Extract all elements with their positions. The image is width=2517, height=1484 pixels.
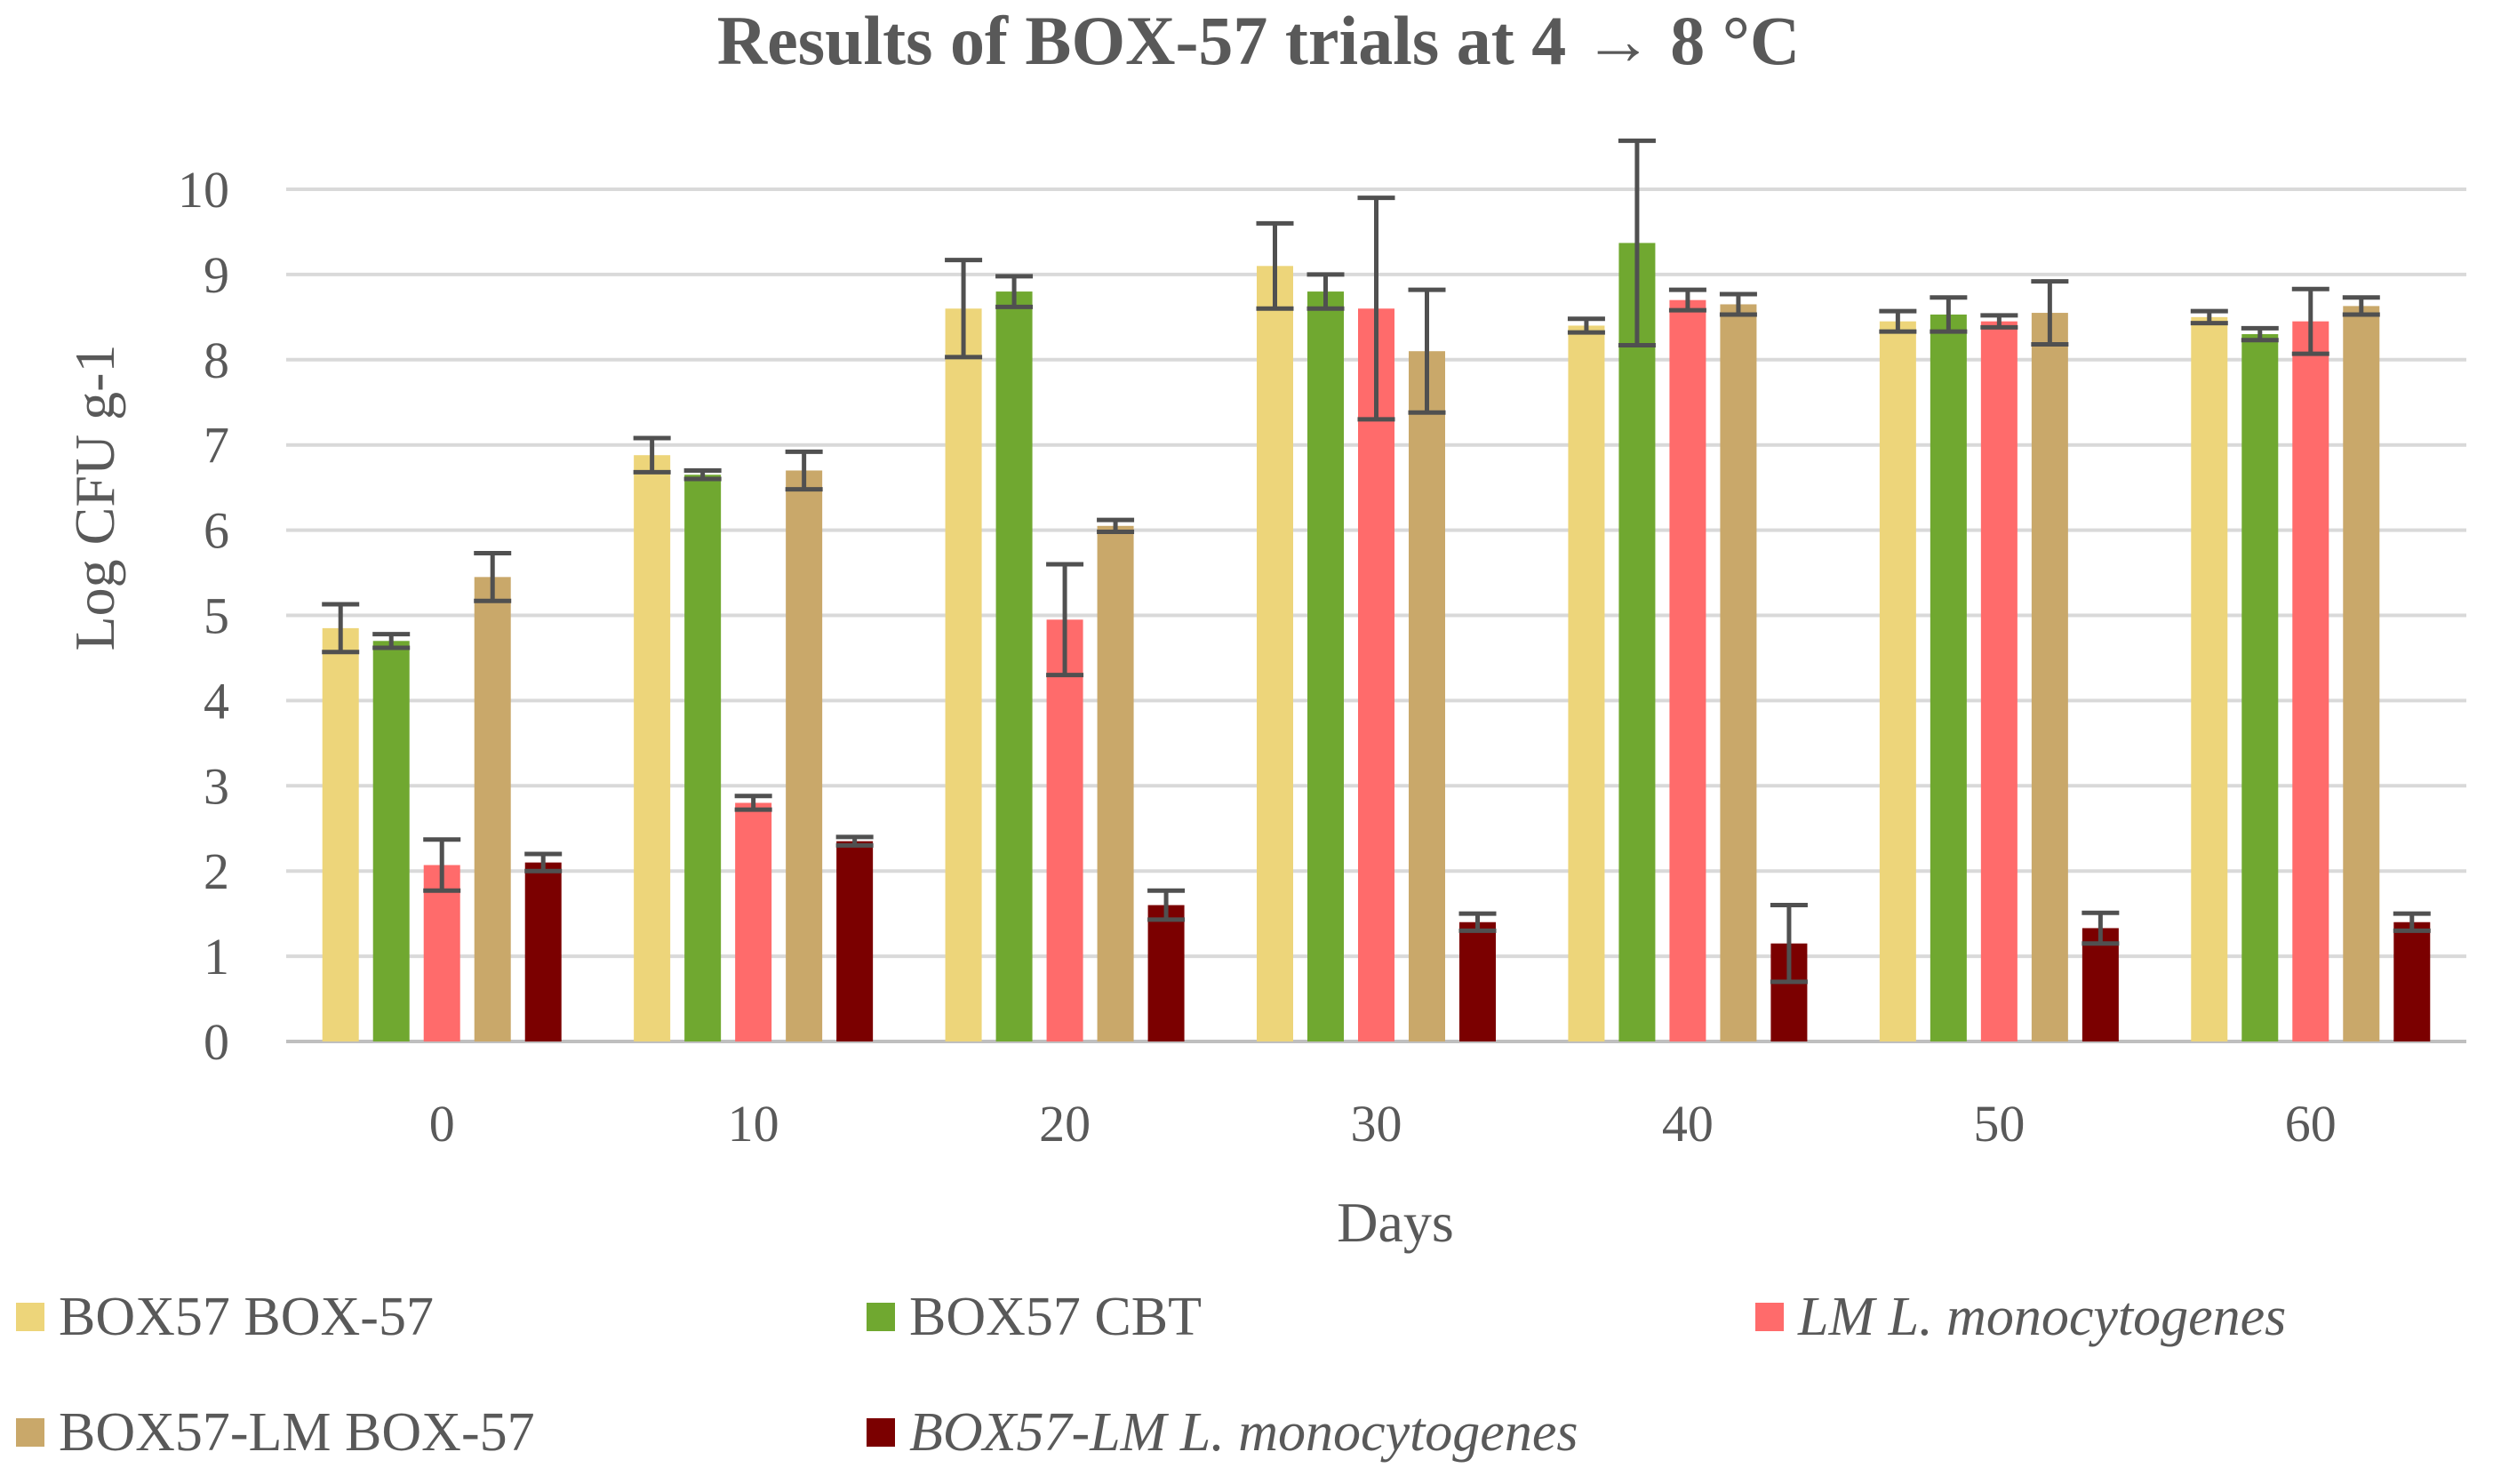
bar bbox=[1147, 905, 1185, 1041]
x-axis-label: Days bbox=[1337, 1191, 1454, 1254]
x-tick-label: 60 bbox=[2285, 1095, 2337, 1153]
legend-item: BOX57-LM BOX-57 bbox=[16, 1402, 535, 1463]
bar bbox=[1980, 321, 2018, 1041]
bar bbox=[524, 862, 562, 1041]
bar bbox=[684, 475, 722, 1041]
y-tick-label: 6 bbox=[204, 502, 229, 560]
y-tick-label: 9 bbox=[204, 246, 229, 304]
legend-label: BOX57 CBT bbox=[909, 1287, 1202, 1347]
legend: BOX57 BOX-57 BOX57 CBT LM L. monocytogenes… bbox=[16, 1287, 2286, 1463]
x-axis-ticks: 0 10 20 30 40 50 60 bbox=[429, 1095, 2337, 1153]
legend-swatch bbox=[867, 1418, 895, 1447]
bar bbox=[786, 470, 823, 1041]
bar bbox=[372, 641, 410, 1041]
bar bbox=[1879, 321, 1916, 1041]
bar bbox=[423, 865, 460, 1041]
bar bbox=[1568, 325, 1605, 1041]
bar bbox=[995, 291, 1033, 1042]
y-axis-label: Log CFU g-1 bbox=[63, 345, 126, 651]
bar bbox=[1257, 266, 1293, 1041]
y-tick-label: 4 bbox=[204, 672, 229, 730]
y-tick-label: 2 bbox=[204, 842, 229, 900]
y-tick-label: 10 bbox=[178, 161, 229, 219]
bar bbox=[1669, 299, 1706, 1041]
legend-label: BOX57 BOX-57 bbox=[59, 1287, 434, 1347]
bar bbox=[634, 455, 671, 1041]
legend-item: LM L. monocytogenes bbox=[1755, 1287, 2286, 1347]
bar bbox=[2292, 321, 2329, 1041]
bar bbox=[836, 841, 874, 1041]
bar bbox=[1930, 314, 1967, 1041]
legend-label: BOX57-LM BOX-57 bbox=[59, 1402, 535, 1463]
bar bbox=[2393, 922, 2431, 1041]
bar bbox=[2343, 306, 2380, 1041]
x-tick-label: 20 bbox=[1039, 1095, 1091, 1153]
bar bbox=[2031, 313, 2068, 1041]
bar bbox=[1097, 525, 1134, 1041]
legend-swatch bbox=[16, 1303, 44, 1331]
legend-item: BOX57 BOX-57 bbox=[16, 1287, 434, 1347]
x-tick-label: 40 bbox=[1662, 1095, 1714, 1153]
y-tick-label: 3 bbox=[204, 757, 229, 815]
legend-item: BOX57-LM L. monocytogenes bbox=[867, 1402, 1578, 1463]
legend-swatch bbox=[16, 1418, 44, 1447]
chart-title: Results of BOX-57 trials at 4 → 8 °C bbox=[717, 2, 1800, 79]
bar bbox=[2241, 334, 2279, 1041]
legend-swatch bbox=[1755, 1303, 1784, 1331]
x-tick-label: 30 bbox=[1351, 1095, 1402, 1153]
x-tick-label: 50 bbox=[1973, 1095, 2025, 1153]
x-tick-label: 0 bbox=[429, 1095, 455, 1153]
bar bbox=[945, 308, 982, 1041]
y-tick-label: 1 bbox=[204, 928, 229, 985]
bar bbox=[1358, 308, 1394, 1041]
bar bbox=[474, 577, 511, 1041]
y-tick-label: 0 bbox=[204, 1013, 229, 1071]
bar bbox=[1046, 619, 1083, 1041]
bar bbox=[735, 802, 772, 1041]
bar bbox=[322, 627, 359, 1041]
y-tick-label: 7 bbox=[204, 417, 229, 475]
legend-label: LM L. monocytogenes bbox=[1797, 1287, 2286, 1347]
y-tick-label: 8 bbox=[204, 331, 229, 389]
bar bbox=[2082, 928, 2119, 1041]
x-tick-label: 10 bbox=[728, 1095, 779, 1153]
bar bbox=[1409, 351, 1445, 1042]
bar bbox=[1307, 291, 1344, 1042]
bars bbox=[322, 243, 2431, 1042]
legend-item: BOX57 CBT bbox=[867, 1287, 1202, 1347]
y-tick-label: 5 bbox=[204, 587, 229, 645]
bar bbox=[1720, 304, 1757, 1042]
error-bars bbox=[322, 138, 2431, 985]
bar bbox=[1459, 922, 1496, 1041]
bar bbox=[1618, 243, 1656, 1041]
legend-label: BOX57-LM L. monocytogenes bbox=[909, 1402, 1578, 1463]
legend-swatch bbox=[867, 1303, 895, 1331]
y-axis-ticks: 0 1 2 3 4 5 6 7 8 9 10 bbox=[178, 161, 229, 1071]
bar bbox=[2191, 316, 2228, 1042]
